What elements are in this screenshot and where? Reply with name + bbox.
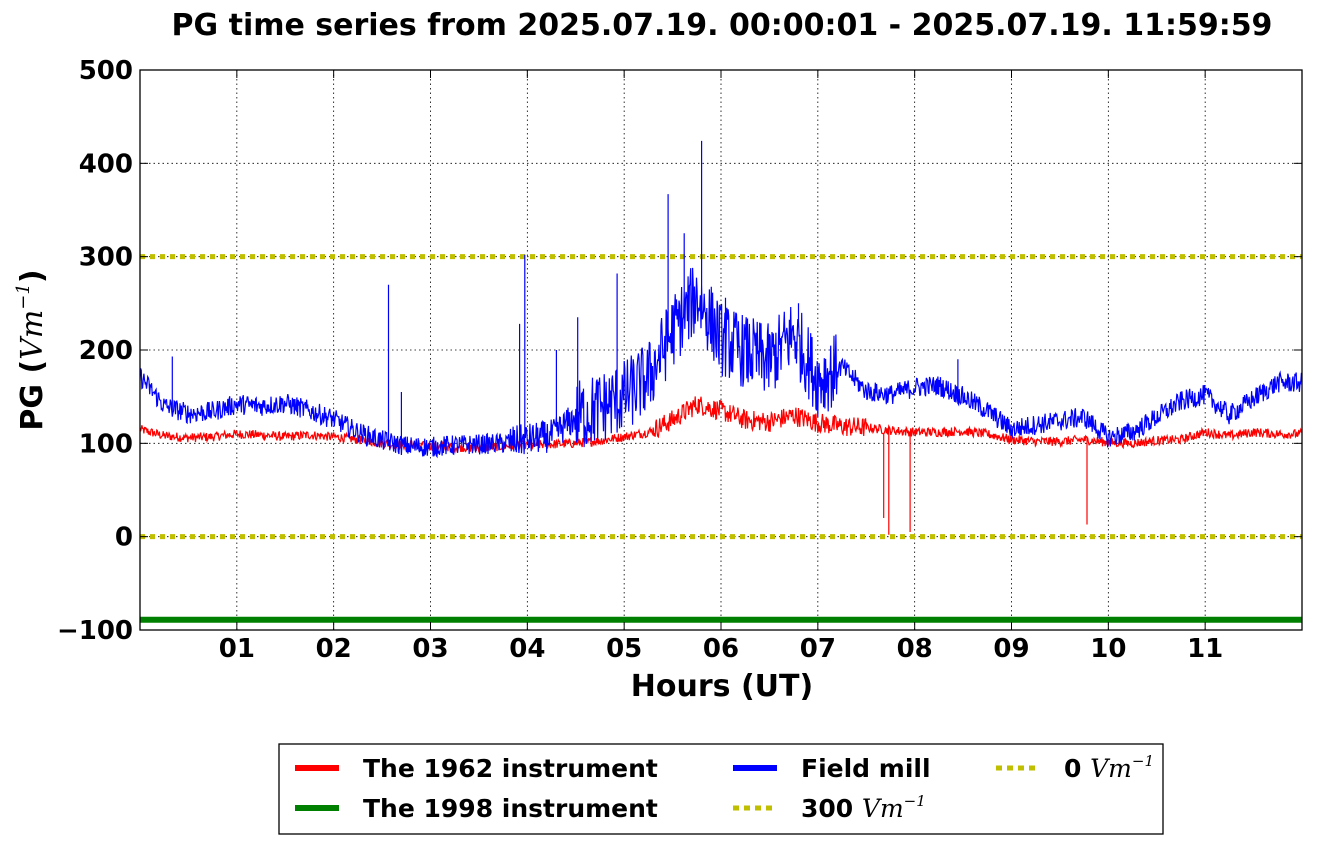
axis-ticks bbox=[140, 69, 1302, 631]
y-tick-label: 500 bbox=[79, 56, 133, 86]
y-axis-label-exp: −1 bbox=[13, 283, 34, 310]
grid bbox=[140, 70, 1302, 630]
x-tick-labels: 01 02 03 04 05 06 07 08 09 10 11 bbox=[219, 634, 1224, 664]
legend-label: The 1962 instrument bbox=[363, 754, 658, 783]
series-group bbox=[140, 140, 1302, 623]
x-tick-label: 04 bbox=[509, 634, 545, 664]
legend-label: 0 Vm−1 bbox=[1064, 752, 1154, 783]
y-axis-label-unit: Vm bbox=[15, 310, 50, 360]
legend-label-exp: −1 bbox=[904, 792, 926, 810]
y-tick-label: 200 bbox=[79, 336, 133, 366]
x-axis-label: Hours (UT) bbox=[631, 669, 813, 704]
y-tick-labels: −100 0 100 200 300 400 500 bbox=[57, 56, 133, 646]
series-line-field-mill bbox=[140, 140, 1302, 459]
y-tick-label: −100 bbox=[57, 616, 133, 646]
y-tick-label: 400 bbox=[79, 149, 133, 179]
y-tick-label: 300 bbox=[79, 243, 133, 273]
x-tick-label: 07 bbox=[800, 634, 836, 664]
legend-frame bbox=[278, 743, 1164, 835]
chart-title: PG time series from 2025.07.19. 00:00:01… bbox=[172, 8, 1273, 43]
legend-label-exp: −1 bbox=[1132, 752, 1154, 770]
x-tick-label: 03 bbox=[412, 634, 448, 664]
legend-label-unit: Vm bbox=[1090, 754, 1132, 783]
x-tick-label: 02 bbox=[316, 634, 352, 664]
x-tick-label: 09 bbox=[993, 634, 1029, 664]
x-tick-label: 11 bbox=[1187, 634, 1223, 664]
legend-label-value: 0 bbox=[1064, 754, 1090, 783]
legend-label: 300 Vm−1 bbox=[801, 792, 926, 823]
legend-label: The 1998 instrument bbox=[363, 794, 658, 823]
legend-label-value: 300 bbox=[801, 794, 862, 823]
y-tick-label: 100 bbox=[79, 429, 133, 459]
x-tick-label: 01 bbox=[219, 634, 255, 664]
x-tick-label: 05 bbox=[606, 634, 642, 664]
y-tick-label: 0 bbox=[115, 523, 133, 553]
plot-area bbox=[140, 140, 1302, 623]
x-tick-label: 08 bbox=[897, 634, 933, 664]
legend: The 1962 instrument The 1998 instrument Fi… bbox=[278, 743, 1164, 835]
x-tick-label: 10 bbox=[1090, 634, 1126, 664]
y-axis-label: PG (Vm−1) bbox=[13, 269, 50, 430]
y-axis-label-prefix: PG ( bbox=[15, 360, 50, 431]
legend-label-unit: Vm bbox=[862, 794, 904, 823]
x-tick-label: 06 bbox=[703, 634, 739, 664]
legend-label: Field mill bbox=[801, 754, 931, 783]
y-axis-label-suffix: ) bbox=[15, 269, 50, 283]
